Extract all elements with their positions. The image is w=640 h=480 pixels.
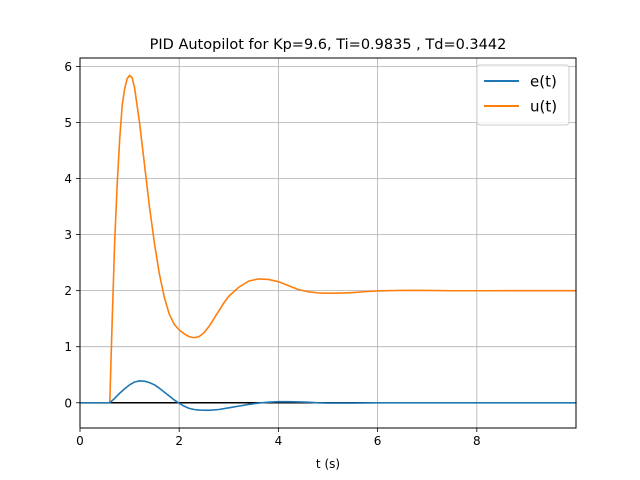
x-tick-label: 6	[374, 434, 382, 448]
y-tick-label: 4	[64, 172, 72, 186]
x-tick-label: 8	[473, 434, 481, 448]
legend-label-e: e(t)	[530, 73, 557, 91]
y-tick-label: 5	[64, 116, 72, 130]
axis-ticks: 0 2 4 6 8 0 1 2 3 4 5 6	[64, 60, 480, 448]
x-tick-label: 2	[175, 434, 183, 448]
y-tick-label: 3	[64, 228, 72, 242]
series-line-e	[79, 380, 577, 412]
y-tick-label: 6	[64, 60, 72, 74]
legend-label-u: u(t)	[530, 98, 557, 116]
series-layer	[79, 74, 577, 412]
series-line-u	[79, 74, 577, 404]
x-tick-label: 0	[76, 434, 84, 448]
y-tick-label: 0	[64, 396, 72, 410]
y-tick-label: 2	[64, 284, 72, 298]
x-axis-label: t (s)	[316, 457, 340, 471]
plot-frame	[79, 57, 577, 429]
y-tick-label: 1	[64, 340, 72, 354]
x-tick-label: 4	[275, 434, 283, 448]
legend: e(t) u(t)	[476, 64, 570, 126]
chart-title: PID Autopilot for Kp=9.6, Ti=0.9835 , Td…	[150, 37, 507, 53]
